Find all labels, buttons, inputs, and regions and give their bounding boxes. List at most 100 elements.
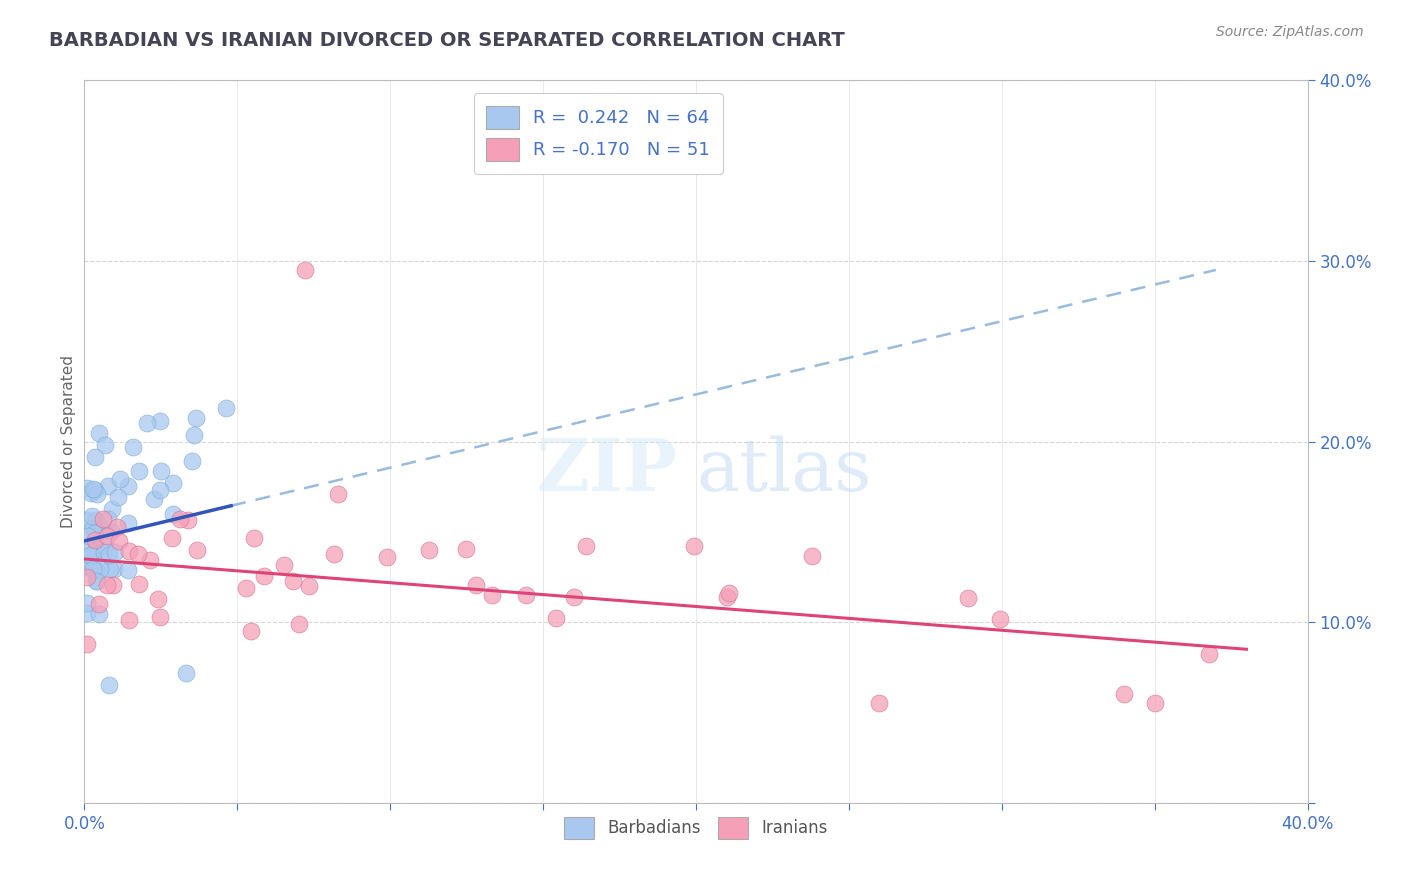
Point bbox=[242, 531, 264, 545]
Point bbox=[988, 612, 1011, 626]
Point bbox=[84, 563, 107, 577]
Point bbox=[184, 411, 207, 425]
Point bbox=[273, 558, 295, 573]
Point bbox=[143, 492, 166, 507]
Point bbox=[76, 513, 98, 527]
Point bbox=[97, 512, 120, 526]
Point bbox=[84, 483, 107, 497]
Point bbox=[79, 561, 101, 575]
Point bbox=[515, 588, 537, 602]
Point bbox=[117, 479, 139, 493]
Point bbox=[1143, 697, 1166, 711]
Point bbox=[1114, 687, 1136, 701]
Point bbox=[101, 578, 124, 592]
Point bbox=[76, 606, 98, 620]
Point bbox=[91, 512, 114, 526]
Point bbox=[162, 476, 184, 491]
Point bbox=[84, 513, 107, 527]
Point bbox=[138, 553, 160, 567]
Point bbox=[77, 559, 100, 574]
Point bbox=[84, 450, 107, 465]
Y-axis label: Divorced or Separated: Divorced or Separated bbox=[60, 355, 76, 528]
Point bbox=[76, 481, 98, 495]
Point bbox=[169, 512, 191, 526]
Text: BARBADIAN VS IRANIAN DIVORCED OR SEPARATED CORRELATION CHART: BARBADIAN VS IRANIAN DIVORCED OR SEPARAT… bbox=[49, 31, 845, 50]
Text: Source: ZipAtlas.com: Source: ZipAtlas.com bbox=[1216, 25, 1364, 39]
Point bbox=[79, 485, 101, 500]
Point bbox=[150, 464, 173, 478]
Point bbox=[128, 464, 150, 478]
Point bbox=[87, 425, 110, 440]
Point bbox=[215, 401, 238, 415]
Point bbox=[76, 637, 98, 651]
Point bbox=[149, 610, 172, 624]
Point bbox=[160, 531, 183, 545]
Point bbox=[86, 542, 108, 557]
Point bbox=[240, 624, 263, 639]
Point bbox=[104, 545, 127, 559]
Point bbox=[375, 549, 398, 564]
Point bbox=[98, 678, 121, 692]
Point bbox=[128, 577, 150, 591]
Point bbox=[79, 548, 101, 562]
Point bbox=[86, 574, 108, 588]
Point bbox=[101, 502, 124, 516]
Point bbox=[80, 548, 103, 562]
Point bbox=[181, 454, 204, 468]
Point bbox=[77, 543, 100, 558]
Point bbox=[86, 487, 108, 501]
Point bbox=[117, 516, 139, 531]
Point bbox=[127, 547, 149, 561]
Point bbox=[105, 520, 128, 534]
Point bbox=[118, 613, 141, 627]
Point bbox=[98, 561, 121, 575]
Point bbox=[83, 526, 105, 541]
Point bbox=[186, 543, 208, 558]
Point bbox=[176, 665, 198, 680]
Point bbox=[481, 588, 503, 602]
Point bbox=[683, 539, 706, 553]
Point bbox=[323, 547, 346, 561]
Point bbox=[76, 570, 98, 584]
Point bbox=[801, 549, 824, 563]
Point bbox=[82, 508, 104, 523]
Point bbox=[89, 597, 111, 611]
Point bbox=[117, 563, 139, 577]
Point bbox=[177, 513, 200, 527]
Point bbox=[107, 490, 129, 504]
Point bbox=[118, 544, 141, 558]
Point bbox=[82, 562, 104, 576]
Point bbox=[149, 414, 172, 428]
Point bbox=[146, 591, 169, 606]
Point bbox=[76, 557, 98, 571]
Point bbox=[96, 529, 118, 543]
Point bbox=[418, 543, 440, 558]
Point bbox=[100, 524, 122, 538]
Point bbox=[298, 578, 321, 592]
Point bbox=[97, 479, 120, 493]
Point bbox=[716, 590, 738, 604]
Point bbox=[148, 483, 170, 498]
Point bbox=[544, 611, 567, 625]
Point bbox=[717, 586, 740, 600]
Point bbox=[575, 539, 598, 553]
Point bbox=[84, 574, 107, 589]
Point bbox=[253, 568, 276, 582]
Text: ZIP: ZIP bbox=[537, 435, 678, 506]
Point bbox=[869, 697, 891, 711]
Point bbox=[103, 562, 125, 576]
Legend: Barbadians, Iranians: Barbadians, Iranians bbox=[554, 807, 838, 848]
Point bbox=[956, 591, 979, 605]
Point bbox=[82, 555, 104, 569]
Point bbox=[283, 574, 305, 588]
Point bbox=[135, 417, 157, 431]
Point bbox=[87, 607, 110, 621]
Point bbox=[1198, 647, 1220, 661]
Point bbox=[464, 578, 486, 592]
Point bbox=[108, 534, 131, 549]
Point bbox=[82, 482, 104, 496]
Point bbox=[93, 544, 115, 558]
Point bbox=[94, 438, 117, 452]
Point bbox=[294, 263, 316, 277]
Point bbox=[562, 591, 585, 605]
